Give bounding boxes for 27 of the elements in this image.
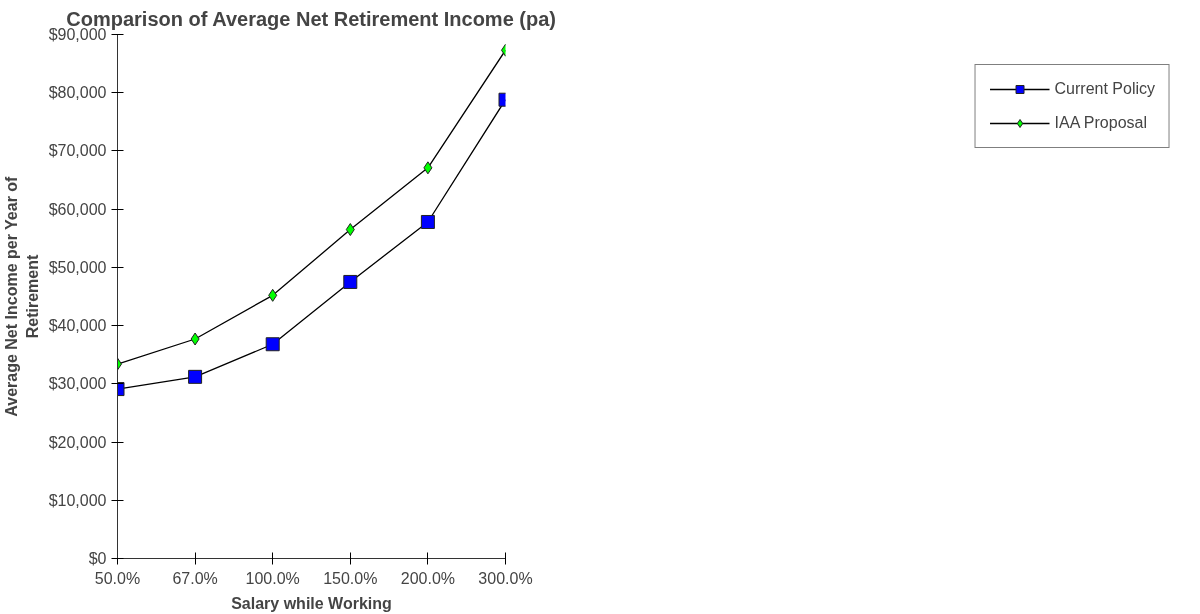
y-tick-label: $50,000 xyxy=(48,258,107,276)
x-tick-label: 150.0% xyxy=(323,569,378,587)
x-tick-label: 67.0% xyxy=(172,569,218,587)
x-tick-label: 200.0% xyxy=(400,569,456,587)
point xyxy=(265,337,280,352)
point xyxy=(268,288,278,302)
y-tick-label: $10,000 xyxy=(48,491,107,509)
point xyxy=(343,274,358,289)
legend-label: Current Policy xyxy=(1054,80,1155,98)
point xyxy=(190,332,200,346)
point xyxy=(423,161,433,175)
y-tick-label: $80,000 xyxy=(48,84,107,102)
x-tick-label: 50.0% xyxy=(94,569,141,587)
y-tick-label: $40,000 xyxy=(48,317,107,335)
y-tick-label: $60,000 xyxy=(48,200,107,218)
x-tick-label: 300.0% xyxy=(478,569,533,587)
point xyxy=(345,223,355,237)
y-tick-label: $30,000 xyxy=(48,375,107,393)
x-tick-label: 100.0% xyxy=(245,569,300,587)
legend-label: IAA Proposal xyxy=(1054,114,1148,132)
x-axis-title: Salary while Working xyxy=(231,594,392,612)
y-tick-label: $20,000 xyxy=(48,433,107,451)
y-tick-label: $70,000 xyxy=(48,142,107,160)
point xyxy=(420,214,435,229)
point xyxy=(188,369,203,384)
y-axis-title: Average Net Income per Year of Retirement xyxy=(3,175,41,417)
y-tick-label: $0 xyxy=(88,550,107,567)
